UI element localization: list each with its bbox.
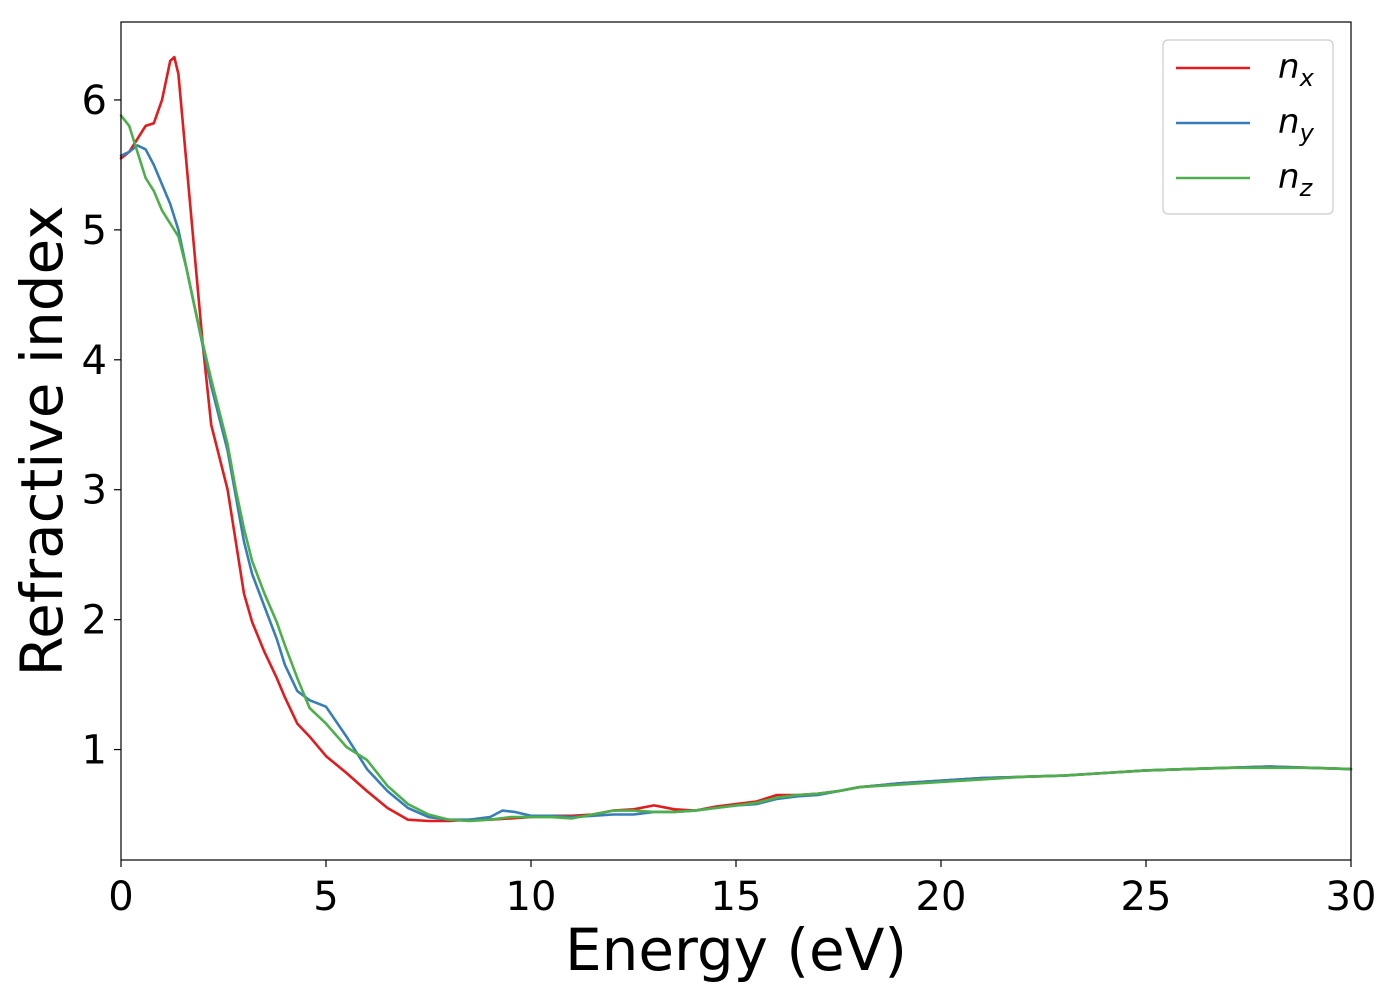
series-line-nz (119, 114, 1353, 823)
y-tick-label: 5 (82, 208, 107, 254)
y-tick-label: 1 (82, 728, 107, 774)
y-tick-label: 2 (82, 598, 107, 644)
x-tick-label: 25 (1121, 874, 1172, 920)
y-tick-label: 4 (82, 338, 107, 384)
x-tick-label: 30 (1326, 874, 1377, 920)
x-tick-label: 10 (506, 874, 557, 920)
x-tick-label: 15 (711, 874, 762, 920)
x-tick-label: 0 (108, 874, 133, 920)
y-axis: 1 2 3 4 5 6 (82, 78, 121, 774)
legend-box (1162, 39, 1334, 215)
y-tick-label: 6 (82, 78, 107, 124)
x-tick-label: 20 (916, 874, 967, 920)
plot-lines (119, 55, 1353, 823)
x-axis: 0 5 10 15 20 25 30 (108, 860, 1376, 920)
series-line-ny (119, 144, 1353, 822)
x-tick-label: 5 (313, 874, 338, 920)
y-tick-label: 3 (82, 468, 107, 514)
x-axis-title: Energy (eV) (565, 916, 907, 984)
y-axis-title: Refractive index (8, 205, 76, 676)
